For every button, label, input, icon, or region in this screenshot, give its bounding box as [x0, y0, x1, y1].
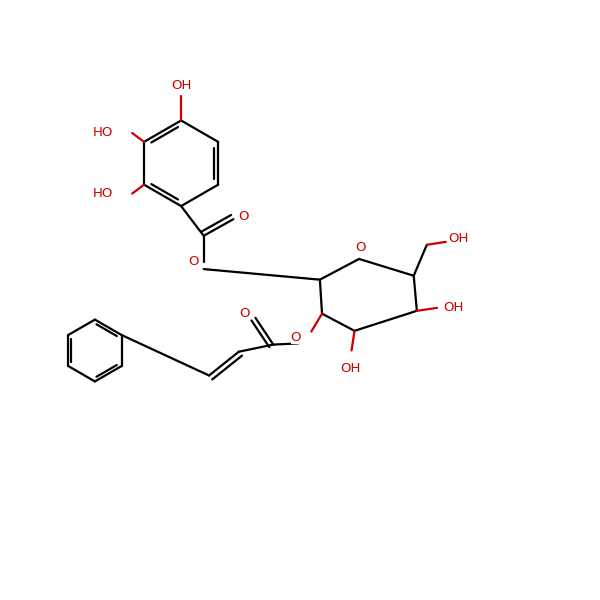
Text: HO: HO	[93, 127, 113, 139]
Text: OH: OH	[340, 362, 361, 375]
Text: O: O	[188, 256, 199, 268]
Text: O: O	[290, 331, 301, 344]
Text: O: O	[238, 209, 249, 223]
Text: OH: OH	[449, 232, 469, 245]
Text: HO: HO	[93, 187, 113, 200]
Text: OH: OH	[443, 301, 464, 314]
Text: OH: OH	[171, 79, 191, 92]
Text: O: O	[356, 241, 366, 254]
Text: O: O	[239, 307, 250, 320]
